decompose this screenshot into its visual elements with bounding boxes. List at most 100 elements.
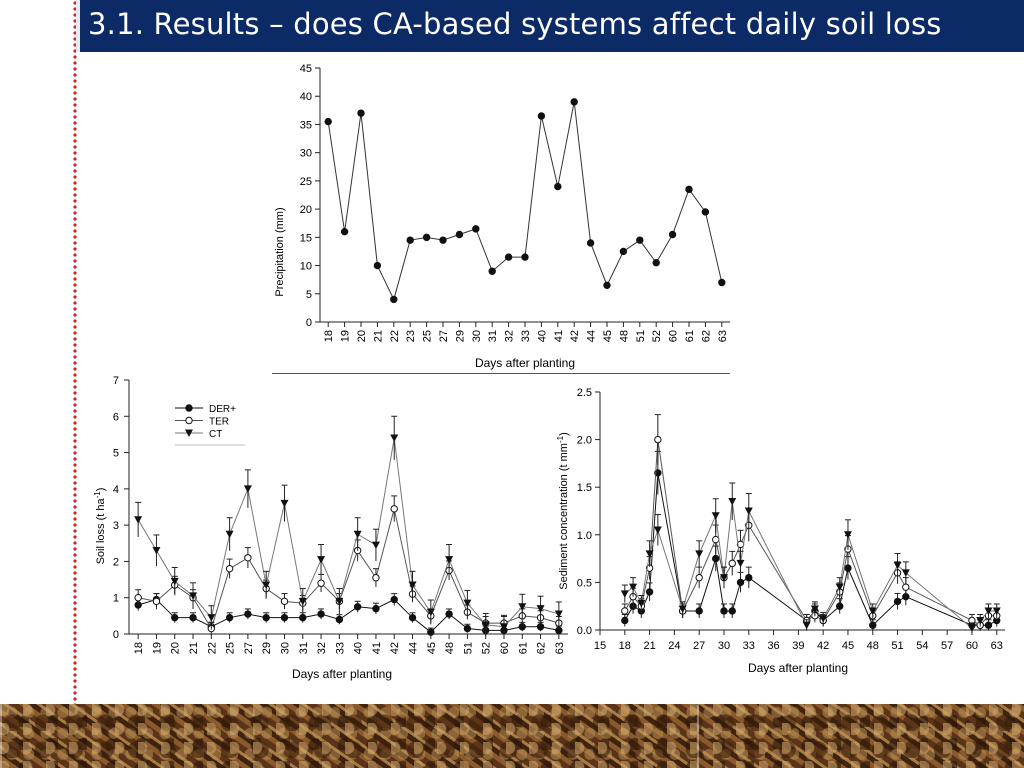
x-tick-label: 52: [481, 642, 493, 654]
data-point: [819, 615, 828, 623]
x-tick-label: 40: [353, 642, 365, 654]
data-point: [372, 574, 380, 582]
x-tick-label: 30: [718, 640, 730, 652]
x-tick-label: 51: [635, 330, 647, 342]
banner-seam: [0, 704, 2, 768]
data-point: [427, 628, 435, 636]
x-tick-label: 25: [225, 642, 237, 654]
x-axis-label: Days after planting: [292, 667, 392, 681]
x-tick-label: 18: [323, 330, 335, 342]
x-tick-label: 33: [743, 640, 755, 652]
x-tick-label: 51: [891, 640, 903, 652]
data-point: [390, 505, 398, 513]
precipitation-line: [327, 101, 723, 301]
data-point: [280, 613, 289, 622]
precipitation-point: [455, 230, 464, 239]
x-tick-label: 41: [371, 642, 383, 654]
soil-loss-chart: Soil loss (t ha-1) Days after planting 0…: [93, 375, 568, 681]
precipitation-point: [570, 98, 578, 106]
y-tick-label: 1.5: [577, 482, 592, 494]
data-point: [317, 579, 325, 587]
data-point: [225, 613, 234, 622]
x-tick-label: 44: [408, 642, 420, 654]
data-point: [353, 603, 362, 611]
data-point: [152, 597, 161, 606]
y-tick-label: 0.5: [577, 577, 592, 589]
x-tick-label: 60: [668, 330, 680, 342]
x-tick-label: 23: [405, 330, 417, 342]
x-tick-label: 19: [340, 330, 352, 342]
y-tick-label: 0: [306, 317, 312, 329]
data-point: [299, 613, 307, 622]
soil-texture-banner: [0, 704, 1024, 768]
data-point: [189, 592, 198, 600]
x-axis-label: Days after planting: [475, 356, 575, 370]
legend-marker: [185, 416, 193, 425]
precipitation-point: [439, 236, 447, 244]
precipitation-point: [422, 233, 431, 242]
precipitation-point: [537, 112, 546, 120]
data-point: [353, 530, 362, 539]
x-tick-label: 48: [618, 330, 630, 342]
y-tick-label: 7: [113, 375, 119, 387]
precipitation-point: [554, 182, 562, 191]
y-tick-label: 5: [306, 289, 312, 301]
data-point: [984, 607, 993, 615]
legend-label: TER: [209, 417, 229, 428]
data-point: [736, 559, 745, 568]
y-tick-label: 4: [113, 484, 119, 496]
y-tick-label: 2.5: [577, 387, 592, 399]
x-tick-label: 42: [389, 642, 401, 654]
x-tick-label: 61: [517, 642, 529, 654]
x-tick-label: 45: [842, 640, 854, 652]
data-point: [745, 573, 753, 582]
x-tick-label: 52: [651, 330, 663, 342]
y-tick-label: 5: [113, 448, 119, 460]
data-point: [335, 615, 344, 624]
x-tick-label: 63: [717, 330, 729, 342]
x-tick-label: 20: [170, 642, 182, 654]
data-point: [445, 556, 454, 564]
x-tick-label: 30: [471, 330, 483, 342]
data-point: [992, 607, 1001, 615]
y-tick-label: 15: [300, 232, 312, 244]
data-point: [645, 550, 654, 558]
data-point: [835, 583, 844, 592]
data-point: [728, 559, 736, 568]
y-axis-label: Precipitation (mm): [274, 207, 286, 296]
data-point: [720, 607, 728, 615]
x-tick-label: 32: [316, 642, 328, 654]
data-point: [262, 613, 270, 622]
data-point: [463, 599, 472, 608]
precipitation-point: [718, 278, 726, 287]
data-point: [645, 588, 654, 596]
x-tick-label: 24: [668, 640, 680, 652]
y-tick-label: 45: [300, 63, 312, 75]
y-tick-label: 40: [300, 91, 312, 103]
data-point: [518, 603, 527, 611]
precipitation-point: [357, 109, 365, 117]
x-tick-label: 41: [553, 330, 565, 342]
data-point: [620, 590, 629, 598]
data-point: [728, 607, 736, 615]
precipitation-point: [472, 225, 480, 233]
data-point: [637, 599, 646, 608]
data-point: [463, 624, 472, 633]
data-point: [390, 595, 398, 604]
data-point: [744, 507, 753, 515]
x-tick-label: 25: [422, 330, 434, 342]
precipitation-point: [390, 295, 398, 304]
x-tick-label: 31: [298, 642, 310, 654]
data-point: [134, 594, 142, 602]
x-tick-label: 48: [867, 640, 879, 652]
y-tick-label: 2.0: [577, 435, 592, 447]
x-tick-label: 30: [279, 642, 291, 654]
x-tick-label: 31: [487, 330, 499, 342]
data-point: [712, 535, 720, 544]
y-axis-label: Sediment concentration (t mm-1): [556, 432, 570, 590]
x-tick-label: 33: [520, 330, 532, 342]
data-point: [298, 597, 307, 606]
data-point: [189, 613, 197, 622]
x-tick-label: 27: [243, 642, 255, 654]
